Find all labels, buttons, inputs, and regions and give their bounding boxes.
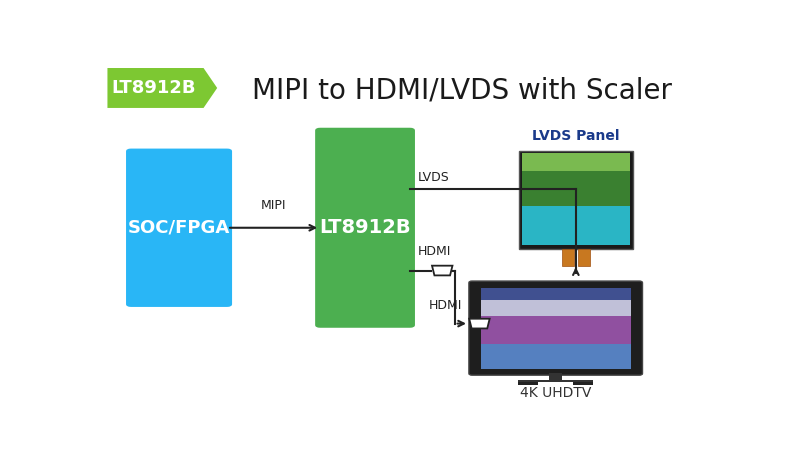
Bar: [518, 152, 634, 249]
Bar: [481, 288, 630, 300]
FancyBboxPatch shape: [126, 148, 232, 307]
Polygon shape: [432, 266, 453, 276]
Bar: [574, 382, 594, 385]
Polygon shape: [470, 319, 490, 328]
Bar: [481, 300, 630, 316]
Bar: [481, 316, 630, 344]
Bar: [522, 207, 630, 245]
Bar: [549, 373, 562, 381]
Text: HDMI: HDMI: [429, 299, 462, 313]
FancyBboxPatch shape: [315, 128, 415, 328]
Text: LVDS: LVDS: [418, 170, 449, 184]
Text: MIPI to HDMI/LVDS with Scaler: MIPI to HDMI/LVDS with Scaler: [252, 77, 672, 105]
Text: 4K UHDTV: 4K UHDTV: [520, 387, 591, 400]
Text: MIPI: MIPI: [261, 199, 286, 212]
Text: LVDS Panel: LVDS Panel: [532, 129, 620, 143]
Bar: [578, 249, 590, 266]
Bar: [522, 153, 630, 171]
Text: LT8912B: LT8912B: [111, 79, 196, 97]
Text: LT8912B: LT8912B: [319, 218, 411, 237]
Text: SOC/FPGA: SOC/FPGA: [128, 219, 230, 237]
Polygon shape: [107, 68, 217, 108]
Text: HDMI: HDMI: [418, 245, 451, 258]
Bar: [522, 153, 630, 207]
FancyBboxPatch shape: [469, 281, 642, 375]
Bar: [562, 249, 574, 266]
Bar: [518, 380, 594, 382]
Bar: [518, 382, 538, 385]
Bar: [481, 344, 630, 368]
